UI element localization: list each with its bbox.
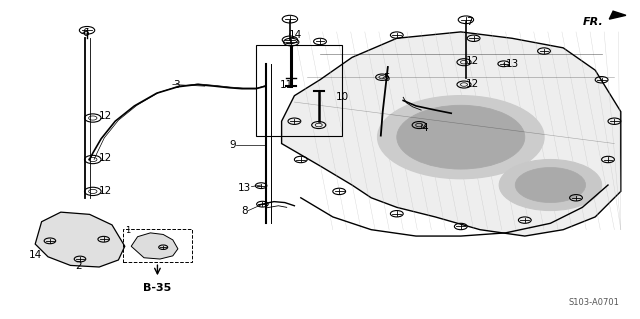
Circle shape — [515, 167, 586, 203]
Text: 12: 12 — [466, 78, 479, 89]
Bar — [123, 229, 192, 262]
Text: S103-A0701: S103-A0701 — [569, 298, 620, 307]
Text: B-35: B-35 — [143, 283, 172, 293]
Text: 12: 12 — [99, 111, 113, 122]
Text: 5: 5 — [383, 73, 389, 83]
Text: FR.: FR. — [582, 17, 603, 27]
Text: 11: 11 — [280, 79, 293, 90]
Text: 13: 13 — [506, 59, 519, 70]
Bar — [256, 45, 342, 136]
Text: 3: 3 — [173, 79, 179, 90]
Text: 1: 1 — [125, 226, 131, 235]
Text: 7: 7 — [466, 17, 472, 27]
Text: 8: 8 — [242, 205, 248, 216]
Text: 14: 14 — [29, 250, 42, 260]
Circle shape — [397, 105, 525, 169]
Text: 12: 12 — [99, 186, 113, 197]
Polygon shape — [609, 11, 626, 19]
Text: 9: 9 — [229, 140, 236, 150]
Text: 6: 6 — [82, 28, 88, 39]
Polygon shape — [35, 212, 125, 267]
Text: 12: 12 — [466, 56, 479, 66]
Text: 4: 4 — [421, 123, 428, 133]
Circle shape — [499, 160, 602, 211]
Circle shape — [378, 96, 544, 179]
Polygon shape — [131, 233, 178, 259]
Text: 13: 13 — [238, 183, 252, 193]
Text: 14: 14 — [289, 30, 303, 40]
Polygon shape — [282, 32, 621, 236]
Text: 10: 10 — [336, 92, 349, 102]
Text: 12: 12 — [99, 153, 113, 163]
Text: 2: 2 — [76, 261, 82, 271]
